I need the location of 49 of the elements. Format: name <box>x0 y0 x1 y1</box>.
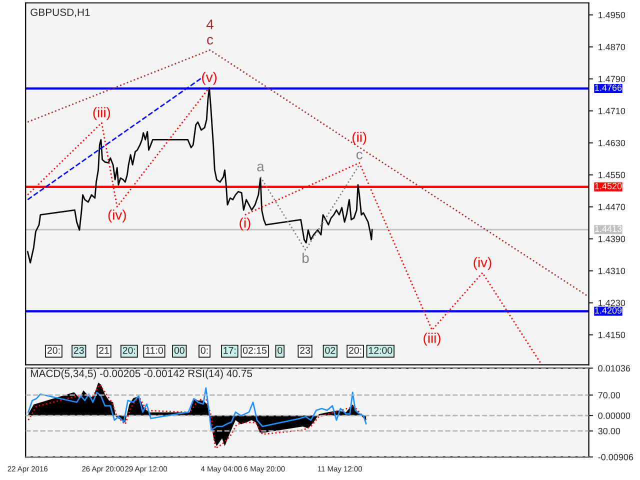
annotation: (v) <box>202 72 217 85</box>
annotation: (iv) <box>474 257 492 270</box>
annotation: (i) <box>240 218 250 231</box>
annotation: c <box>356 152 362 160</box>
annotation: 00 <box>174 346 184 354</box>
y-tick-label: 0.01036 <box>598 365 630 372</box>
y-tick-label: 1.4310 <box>598 268 626 274</box>
ref-line-label: 1.4766 <box>595 84 622 91</box>
y-tick-label: -0.00906 <box>598 454 634 460</box>
y-tick-label: 1.4150 <box>598 332 626 338</box>
y2-tick-label: 70.00 <box>598 392 620 398</box>
y-tick-label: 1.4470 <box>598 204 626 210</box>
annotation: 23 <box>74 346 84 354</box>
annotation: 0 <box>278 346 282 354</box>
chart-title: MACD(5,34,5) -0.00205 -0.00142 RSI(14) 40.75 <box>30 369 252 380</box>
line-series <box>28 387 367 431</box>
annotation: 02:15 <box>242 346 267 354</box>
y-tick-label: 1.4950 <box>598 12 626 18</box>
annotation: (iii) <box>93 107 110 120</box>
y-tick-label: 1.4790 <box>598 76 626 82</box>
annotation: b <box>302 252 309 264</box>
annotation: (iv) <box>108 210 126 223</box>
y-tick-label: 1.4630 <box>598 140 626 146</box>
annotation: c <box>207 36 214 45</box>
annotation: 17: <box>224 347 236 354</box>
annotation: 20: <box>349 346 362 354</box>
annotation: 12:00 <box>368 346 392 354</box>
annotation: a <box>257 164 264 172</box>
annotation: 23 <box>300 346 310 354</box>
annotation: 20: <box>47 346 60 354</box>
annotation: 02 <box>325 346 336 354</box>
y-tick-label: 0.00000 <box>598 412 630 419</box>
annotation: 21 <box>99 346 109 354</box>
ref-line-label: 1.4209 <box>595 307 622 314</box>
annotation: (iii) <box>424 332 440 346</box>
annotation: 4 <box>206 20 214 30</box>
y-tick-label: 1.4230 <box>598 300 626 306</box>
annotation: 11:0 <box>146 346 163 354</box>
annotation: 0: <box>200 346 208 354</box>
ref-line-label: 1.4520 <box>595 182 622 190</box>
y2-tick-label: 30.00 <box>598 428 620 434</box>
annotation: (ii) <box>352 132 366 145</box>
y-tick-label: 1.4870 <box>598 44 626 50</box>
y-tick-label: 1.4550 <box>598 172 626 178</box>
annotation: 20: <box>122 346 136 354</box>
y-tick-label: 1.4710 <box>598 108 626 114</box>
chart-title: GBPUSD,H1 <box>30 8 90 18</box>
ref-line-label: 1.4413 <box>595 226 622 232</box>
y-tick-label: 1.4390 <box>598 236 626 242</box>
